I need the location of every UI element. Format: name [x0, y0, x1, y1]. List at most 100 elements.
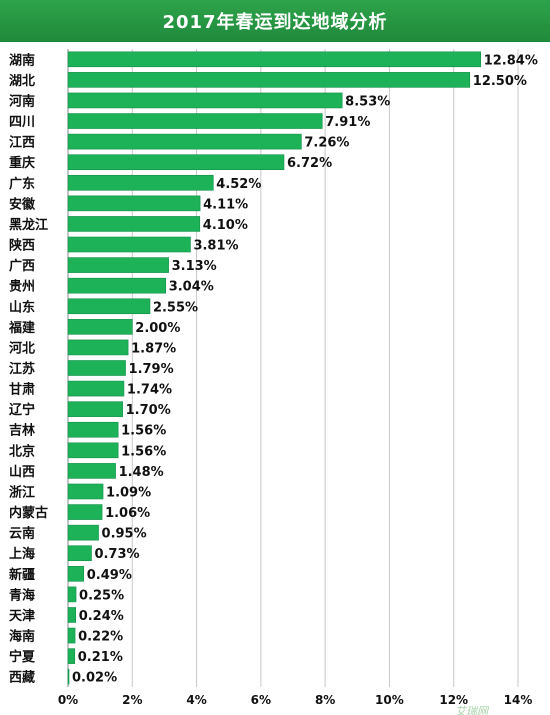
- category-label: 江苏: [9, 361, 35, 377]
- value-label: 0.49%: [87, 568, 132, 583]
- x-tick-label: 14%: [504, 693, 533, 707]
- value-label: 4.11%: [203, 197, 248, 212]
- category-label: 北京: [9, 443, 35, 459]
- value-label: 1.48%: [119, 465, 164, 480]
- bar: [67, 298, 151, 315]
- category-label: 山西: [9, 464, 35, 480]
- category-label: 云南: [9, 526, 35, 542]
- value-label: 0.21%: [78, 650, 123, 665]
- category-label: 辽宁: [9, 402, 35, 418]
- value-label: 0.22%: [78, 630, 123, 645]
- chart-title: 2017年春运到达地域分析: [0, 0, 550, 42]
- bar: [67, 72, 471, 88]
- category-label: 陕西: [9, 238, 35, 254]
- bar: [67, 360, 126, 376]
- category-label: 新疆: [9, 567, 35, 583]
- x-tick-label: 4%: [186, 693, 206, 707]
- category-label: 重庆: [9, 155, 35, 171]
- value-label: 6.72%: [287, 156, 332, 171]
- bar: [67, 51, 482, 68]
- category-label: 福建: [8, 320, 35, 336]
- value-label: 1.74%: [127, 383, 172, 398]
- category-label: 河北: [9, 340, 35, 356]
- bar: [67, 648, 76, 664]
- bar: [67, 421, 119, 438]
- bar: [67, 319, 133, 335]
- bar: [67, 92, 343, 109]
- category-label: 青海: [9, 587, 35, 603]
- value-label: 3.81%: [193, 239, 238, 254]
- value-label: 1.56%: [121, 424, 166, 439]
- bar: [67, 463, 116, 479]
- value-label: 0.24%: [79, 609, 124, 624]
- bar: [67, 339, 129, 356]
- x-tick-label: 12%: [439, 693, 468, 707]
- bar: [67, 257, 169, 273]
- value-label: 1.56%: [121, 444, 166, 459]
- bar: [67, 668, 70, 685]
- bar: [67, 586, 77, 603]
- value-label: 1.70%: [126, 403, 171, 418]
- category-label: 浙江: [9, 484, 35, 500]
- category-label: 海南: [9, 629, 35, 645]
- value-label: 1.09%: [106, 485, 151, 500]
- bar: [67, 277, 167, 294]
- value-label: 0.95%: [102, 527, 147, 542]
- category-label: 湖北: [9, 74, 35, 89]
- category-label: 河南: [9, 93, 35, 109]
- category-label: 内蒙古: [9, 505, 48, 521]
- x-tick-label: 8%: [315, 693, 335, 707]
- category-label: 吉林: [9, 423, 35, 439]
- bar: [67, 504, 103, 520]
- bar: [67, 154, 285, 170]
- value-label: 0.02%: [72, 671, 117, 686]
- bar: [67, 442, 119, 459]
- bar: [67, 401, 123, 417]
- category-label: 上海: [9, 546, 35, 562]
- category-label: 宁夏: [9, 649, 36, 665]
- bar: [67, 174, 214, 191]
- value-label: 12.50%: [473, 74, 527, 89]
- category-label: 甘肃: [9, 382, 35, 398]
- category-label: 山东: [9, 299, 35, 315]
- category-label: 江西: [9, 135, 35, 151]
- bar: [67, 216, 201, 232]
- value-label: 0.25%: [79, 588, 124, 603]
- bar: [67, 545, 92, 562]
- watermark-logo: 艾瑞网: [455, 705, 488, 715]
- value-label: 8.53%: [345, 94, 390, 109]
- category-label: 湖南: [9, 52, 35, 68]
- category-label: 安徽: [9, 196, 36, 212]
- bar: [67, 566, 85, 582]
- category-label: 贵州: [9, 279, 35, 295]
- value-label: 3.04%: [169, 280, 214, 295]
- value-label: 1.87%: [131, 341, 176, 356]
- bar: [67, 133, 302, 150]
- x-tick-label: 0%: [58, 693, 78, 707]
- category-label: 广西: [9, 258, 35, 274]
- bar: [67, 524, 99, 541]
- category-label: 黑龙江: [9, 217, 48, 233]
- category-label: 西藏: [9, 670, 35, 686]
- bar: [67, 113, 323, 129]
- value-label: 2.00%: [135, 321, 180, 336]
- value-label: 1.06%: [105, 506, 150, 521]
- x-tick-label: 10%: [375, 693, 404, 707]
- value-label: 7.91%: [325, 115, 370, 130]
- category-label: 四川: [9, 115, 35, 130]
- value-label: 2.55%: [153, 300, 198, 315]
- bar: [67, 607, 77, 623]
- value-label: 1.79%: [129, 362, 174, 377]
- x-tick-label: 2%: [122, 693, 142, 707]
- bar: [67, 236, 191, 253]
- bar: [67, 483, 104, 500]
- value-label: 12.84%: [484, 53, 538, 68]
- category-label: 天津: [9, 608, 35, 624]
- bar: [67, 380, 125, 397]
- value-label: 7.26%: [304, 136, 349, 151]
- value-label: 0.73%: [94, 547, 139, 562]
- value-label: 4.52%: [216, 177, 261, 192]
- value-label: 3.13%: [172, 259, 217, 274]
- x-tick-label: 6%: [251, 693, 271, 707]
